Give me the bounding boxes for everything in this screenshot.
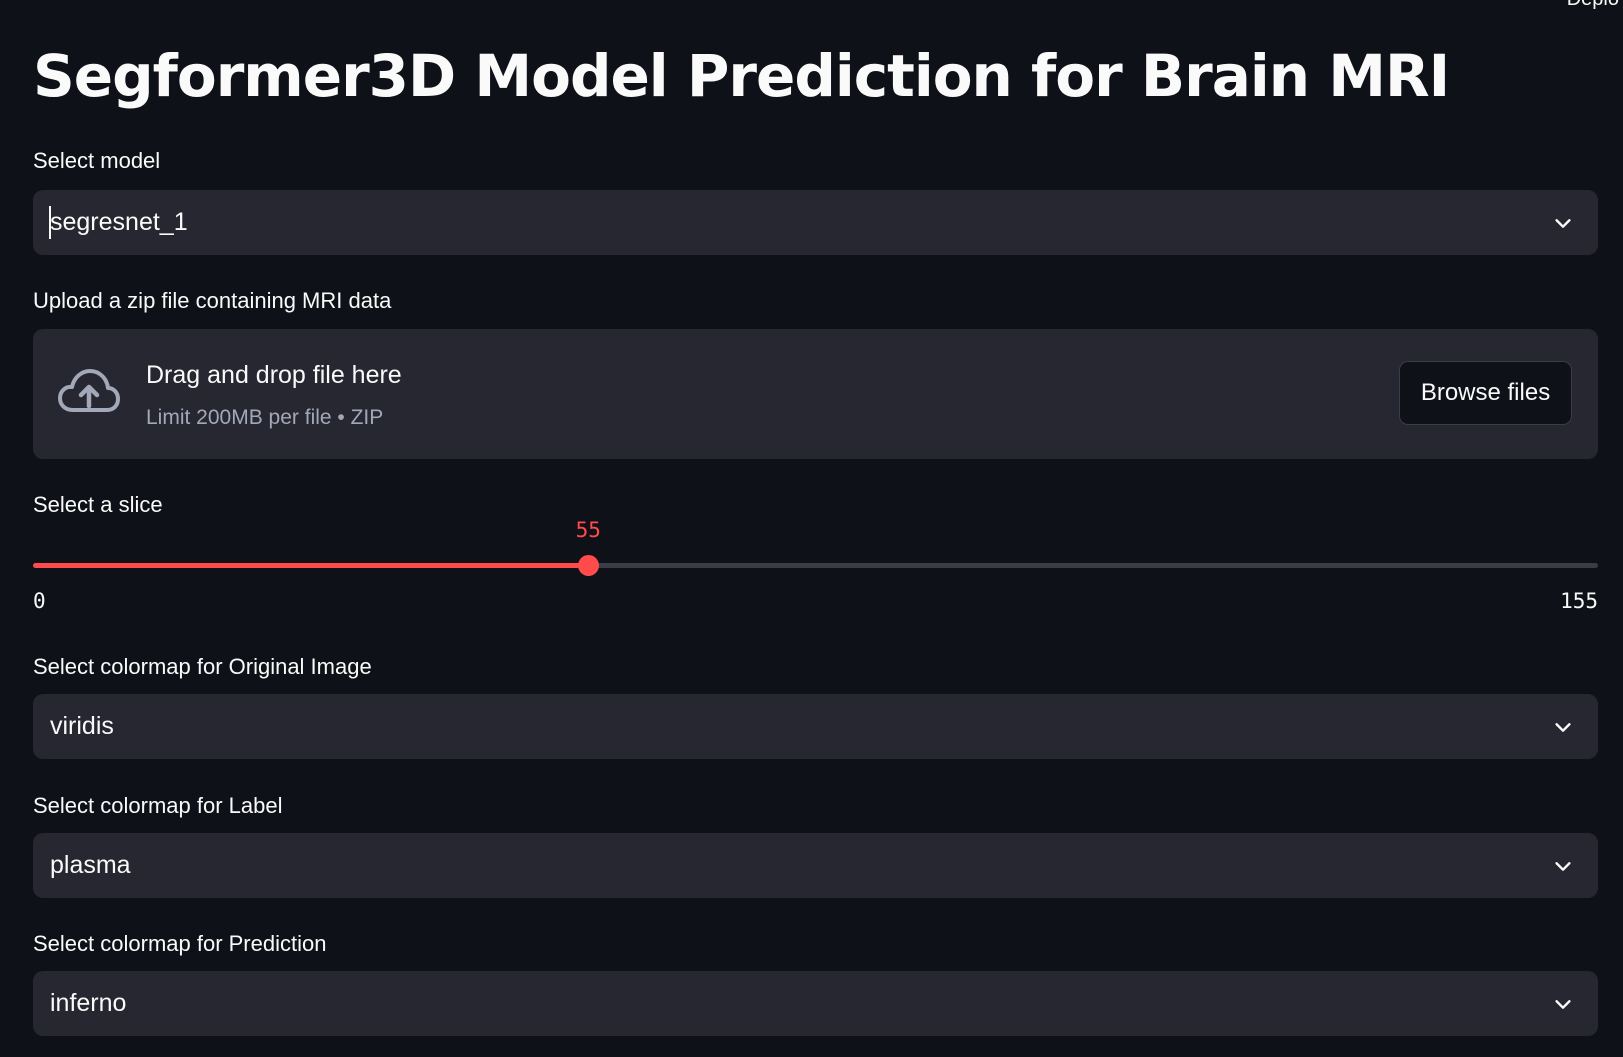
colormap-label-value: plasma	[50, 851, 131, 879]
uploader-label: Upload a zip file containing MRI data	[33, 288, 392, 313]
colormap-label-select[interactable]: plasma	[33, 833, 1598, 898]
model-select-value: segresnet_1	[50, 208, 188, 236]
text-cursor	[49, 206, 51, 239]
colormap-original-select[interactable]: viridis	[33, 694, 1598, 759]
colormap-original-label: Select colormap for Original Image	[33, 654, 372, 679]
file-dropzone[interactable]: Drag and drop file here Limit 200MB per …	[33, 329, 1598, 459]
file-limit-text: Limit 200MB per file • ZIP	[146, 406, 384, 429]
slider-current-value: 55	[575, 518, 601, 542]
chevron-down-icon[interactable]	[1552, 855, 1574, 877]
slider-thumb[interactable]	[578, 555, 600, 576]
colormap-prediction-value: inferno	[50, 989, 127, 1017]
model-select[interactable]: segresnet_1	[33, 190, 1598, 255]
chevron-down-icon[interactable]	[1552, 993, 1574, 1015]
deploy-button[interactable]: Deplo	[1567, 0, 1619, 11]
slice-slider[interactable]: 55	[33, 518, 1598, 576]
slider-max-label: 155	[1560, 589, 1598, 613]
cloud-upload-icon	[58, 369, 120, 412]
drag-drop-text: Drag and drop file here	[146, 361, 402, 389]
colormap-original-value: viridis	[50, 712, 114, 740]
chevron-down-icon[interactable]	[1552, 212, 1574, 234]
colormap-prediction-label: Select colormap for Prediction	[33, 931, 327, 956]
model-select-label: Select model	[33, 148, 161, 173]
slider-fill	[33, 563, 589, 568]
colormap-prediction-select[interactable]: inferno	[33, 971, 1598, 1036]
browse-files-button[interactable]: Browse files	[1399, 361, 1572, 425]
slider-min-label: 0	[33, 589, 46, 613]
colormap-label-label: Select colormap for Label	[33, 793, 283, 818]
chevron-down-icon[interactable]	[1552, 716, 1574, 738]
page-title: Segformer3D Model Prediction for Brain M…	[33, 42, 1450, 110]
slice-slider-label: Select a slice	[33, 492, 163, 517]
